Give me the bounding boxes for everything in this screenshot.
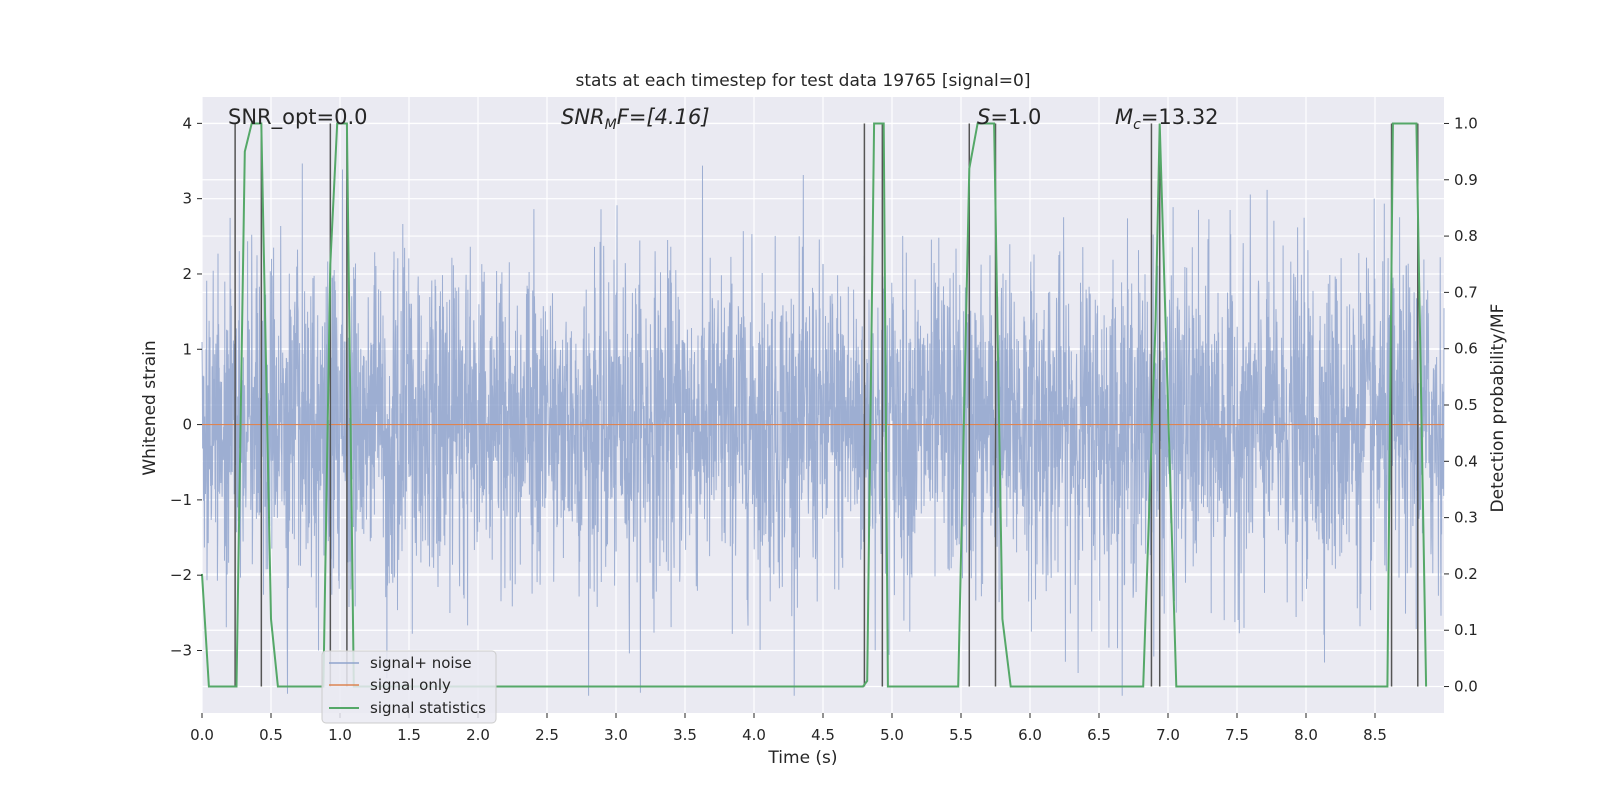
signal-noise-line (201, 163, 1445, 696)
y-tick-label: 2 (182, 265, 192, 283)
y2-tick-label: 0.5 (1454, 396, 1478, 414)
annotation-s: S=1.0 (977, 105, 1041, 129)
y2-tick-label: 0.4 (1454, 452, 1478, 470)
x-tick-label: 5.0 (880, 726, 904, 744)
legend-label-signal-only: signal only (370, 676, 451, 694)
y2-tick-label: 0.7 (1454, 283, 1478, 301)
annotation-snr-mf: SNRMF=[4.16] (561, 105, 710, 133)
x-tick-label: 0.0 (190, 726, 214, 744)
y2-tick-label: 0.9 (1454, 171, 1478, 189)
y2-tick-label: 0.3 (1454, 509, 1478, 527)
y2-tick-label: 0.8 (1454, 227, 1478, 245)
legend-label-signal-noise: signal+ noise (370, 654, 472, 672)
x-tick-label: 4.0 (742, 726, 766, 744)
x-tick-label: 3.0 (604, 726, 628, 744)
x-tick-label: 8.0 (1294, 726, 1318, 744)
series-signal-statistics (201, 122, 1428, 688)
x-tick-label: 2.0 (466, 726, 490, 744)
annotation-mc: Mc=13.32 (1115, 105, 1219, 133)
legend: signal+ noise signal only signal statist… (321, 650, 497, 724)
y-axis-label: Whitened strain (140, 340, 160, 475)
x-tick-label: 5.5 (949, 726, 973, 744)
x-tick-label: 6.5 (1087, 726, 1111, 744)
x-tick-label: 6.0 (1018, 726, 1042, 744)
x-tick-label: 2.5 (535, 726, 559, 744)
x-tick-label: 0.5 (259, 726, 283, 744)
y-tick-label: −1 (170, 491, 192, 509)
y-tick-label: 0 (182, 416, 192, 434)
x-tick-label: 7.0 (1156, 726, 1180, 744)
y-tick-label: 1 (182, 340, 192, 358)
y-tick-label: −3 (170, 641, 192, 659)
series-signal-noise (201, 163, 1445, 696)
x-tick-label: 1.5 (397, 726, 421, 744)
x-tick-label: 7.5 (1225, 726, 1249, 744)
y2-tick-label: 0.0 (1454, 678, 1478, 696)
y2-tick-label: 1.0 (1454, 114, 1478, 132)
y-tick-label: −2 (170, 566, 192, 584)
annotation-snr-opt: SNR_opt=0.0 (228, 105, 368, 130)
y-tick-labels: −3 −2 −1 0 1 2 3 4 (170, 114, 202, 659)
x-axis-label: Time (s) (767, 748, 837, 768)
y2-tick-label: 0.2 (1454, 565, 1478, 583)
x-tick-label: 8.5 (1363, 726, 1387, 744)
y2-tick-label: 0.6 (1454, 340, 1478, 358)
x-tick-label: 4.5 (811, 726, 835, 744)
y2-axis-label: Detection probability/MF (1488, 304, 1508, 513)
y2-tick-label: 0.1 (1454, 621, 1478, 639)
legend-box (321, 650, 497, 724)
y-tick-label: 3 (182, 190, 192, 208)
y-tick-label: 4 (182, 114, 192, 132)
legend-label-signal-statistics: signal statistics (370, 699, 486, 717)
signal-statistics-line (201, 122, 1428, 688)
x-tick-labels: 0.0 0.5 1.0 1.5 2.0 2.5 3.0 3.5 4.0 4.5 5.0 5.5 6.0 6… (190, 713, 1387, 744)
x-tick-label: 1.0 (328, 726, 352, 744)
chart-title: stats at each timestep for test data 197… (576, 71, 1031, 91)
y2-tick-labels: 0.0 0.1 0.2 0.3 0.4 0.5 0.6 0.7 0.8 0.9 1.0 (1444, 114, 1478, 696)
x-tick-label: 3.5 (673, 726, 697, 744)
